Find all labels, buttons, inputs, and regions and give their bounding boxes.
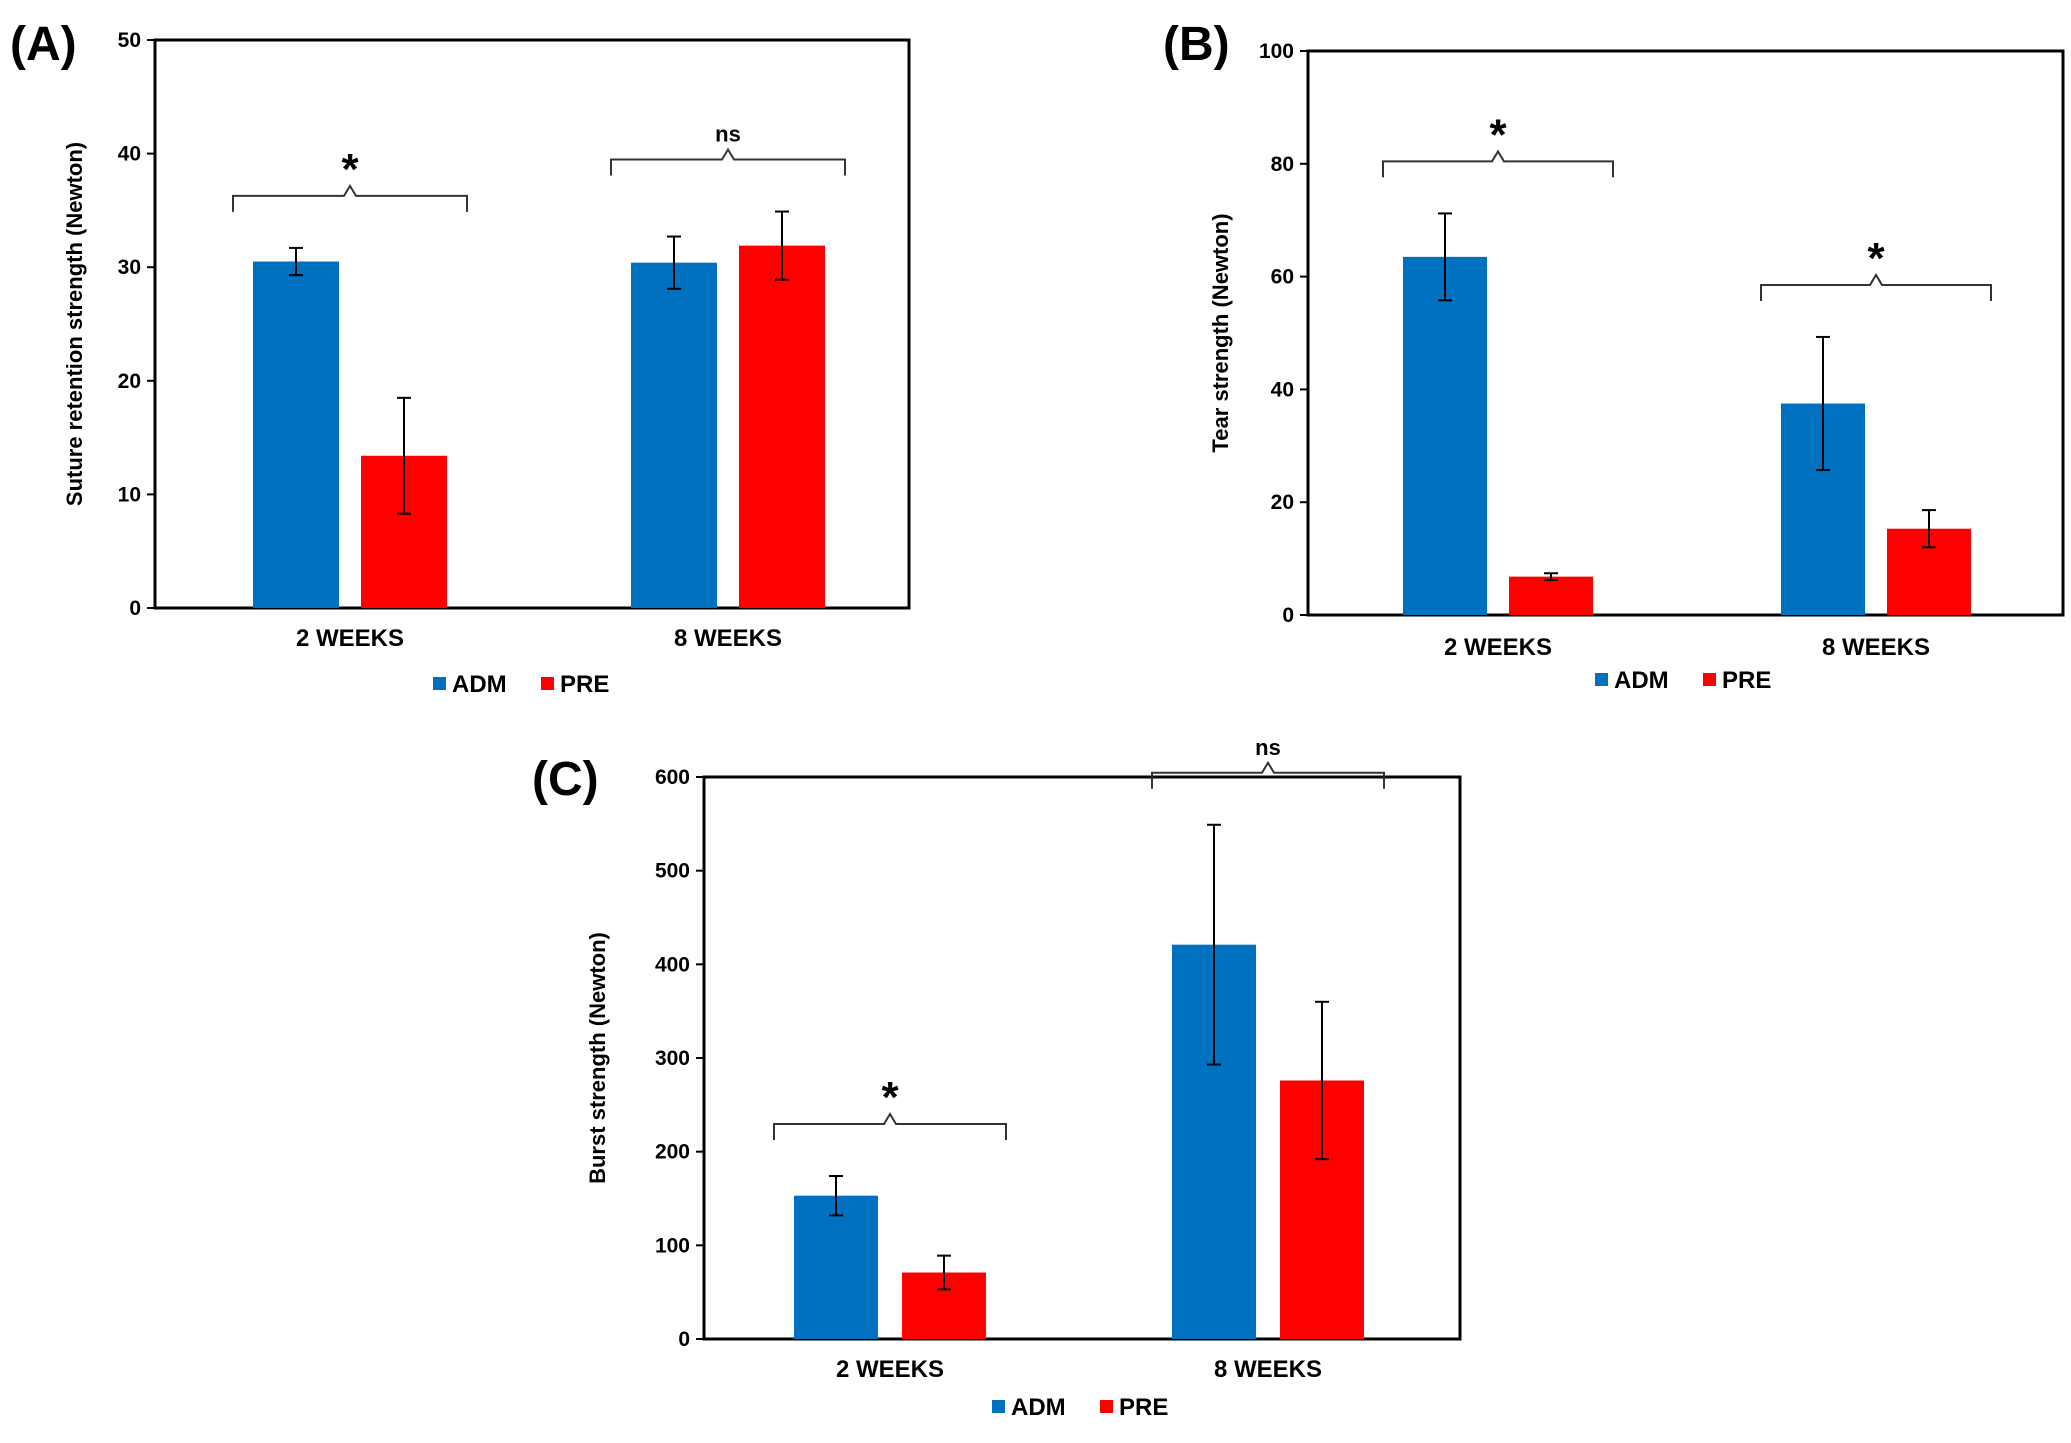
- y-tick-label: 500: [655, 860, 690, 883]
- significance-label: ns: [715, 122, 741, 147]
- x-category-label: 2 WEEKS: [296, 625, 404, 652]
- y-tick-label: 40: [118, 143, 141, 166]
- bar-adm-1: [631, 262, 717, 608]
- panel-label: (B): [1163, 18, 1230, 71]
- panel-label: (A): [10, 18, 77, 71]
- significance-bracket: [773, 1112, 1007, 1141]
- y-tick-label: 300: [655, 1047, 690, 1070]
- y-tick-label: 30: [118, 256, 141, 279]
- y-axis-label: Tear strength (Newton): [1208, 213, 1233, 452]
- significance-bracket: [1151, 760, 1385, 789]
- y-tick-label: 0: [129, 597, 141, 620]
- significance-label: ns: [1255, 735, 1281, 760]
- legend-swatch-pre: [541, 677, 554, 690]
- significance-bracket: [610, 147, 846, 176]
- x-category-label: 8 WEEKS: [1214, 1356, 1322, 1383]
- y-tick-label: 50: [118, 29, 141, 52]
- y-tick-label: 100: [1259, 40, 1294, 63]
- significance-bracket: [1760, 273, 1992, 301]
- y-tick-label: 10: [118, 483, 141, 506]
- y-tick-label: 40: [1271, 378, 1294, 401]
- legend-label: ADM: [1011, 1394, 1066, 1421]
- legend-swatch-adm: [992, 1400, 1005, 1413]
- chart-panel-2: (C) 0 100 200 300 400 500 600 Burst strength (Ne…: [532, 735, 1462, 1421]
- x-category-label: 2 WEEKS: [1444, 634, 1552, 661]
- plot-frame: [1306, 49, 2065, 617]
- chart-panel-1: (B) 0 20 40 60 80 100 Tear strength (Newton) 2 W…: [1163, 18, 2065, 694]
- significance-label: *: [881, 1073, 899, 1122]
- y-tick-label: 20: [1271, 491, 1294, 514]
- y-tick-label: 100: [655, 1234, 690, 1257]
- significance-label: *: [1867, 234, 1885, 283]
- significance-label: *: [1489, 110, 1507, 159]
- significance-bracket: [1382, 149, 1614, 178]
- bar-adm-0: [253, 261, 339, 608]
- y-tick-label: 200: [655, 1141, 690, 1164]
- legend-swatch-adm: [1595, 673, 1608, 686]
- y-tick-label: 600: [655, 766, 690, 789]
- panel-label: (C): [532, 753, 599, 806]
- bar-pre-0: [1509, 576, 1593, 615]
- legend-swatch-pre: [1703, 673, 1716, 686]
- legend-label: ADM: [452, 671, 507, 698]
- y-tick-label: 60: [1271, 266, 1294, 289]
- x-category-label: 8 WEEKS: [1822, 634, 1930, 661]
- plot-frame: [153, 38, 911, 610]
- y-tick-label: 20: [118, 370, 141, 393]
- y-tick-label: 0: [1282, 604, 1294, 627]
- legend-label: ADM: [1614, 667, 1669, 694]
- y-tick-label: 0: [678, 1328, 690, 1351]
- chart-panel-0: (A) 0 10 20 30 40 50 Suture retention strength …: [10, 18, 911, 698]
- y-tick-label: 400: [655, 953, 690, 976]
- significance-bracket: [232, 183, 468, 212]
- legend-swatch-pre: [1100, 1400, 1113, 1413]
- y-axis-label: Burst strength (Newton): [585, 932, 610, 1184]
- legend-label: PRE: [1119, 1394, 1168, 1421]
- y-axis-label: Suture retention strength (Newton): [62, 142, 87, 506]
- x-category-label: 2 WEEKS: [836, 1356, 944, 1383]
- legend-swatch-adm: [433, 677, 446, 690]
- significance-label: *: [341, 145, 359, 194]
- legend-label: PRE: [1722, 667, 1771, 694]
- legend-label: PRE: [560, 671, 609, 698]
- bar-adm-0: [1403, 256, 1487, 615]
- x-category-label: 8 WEEKS: [674, 625, 782, 652]
- bar-pre-1: [739, 245, 825, 608]
- bar-adm-0: [794, 1195, 878, 1339]
- y-tick-label: 80: [1271, 153, 1294, 176]
